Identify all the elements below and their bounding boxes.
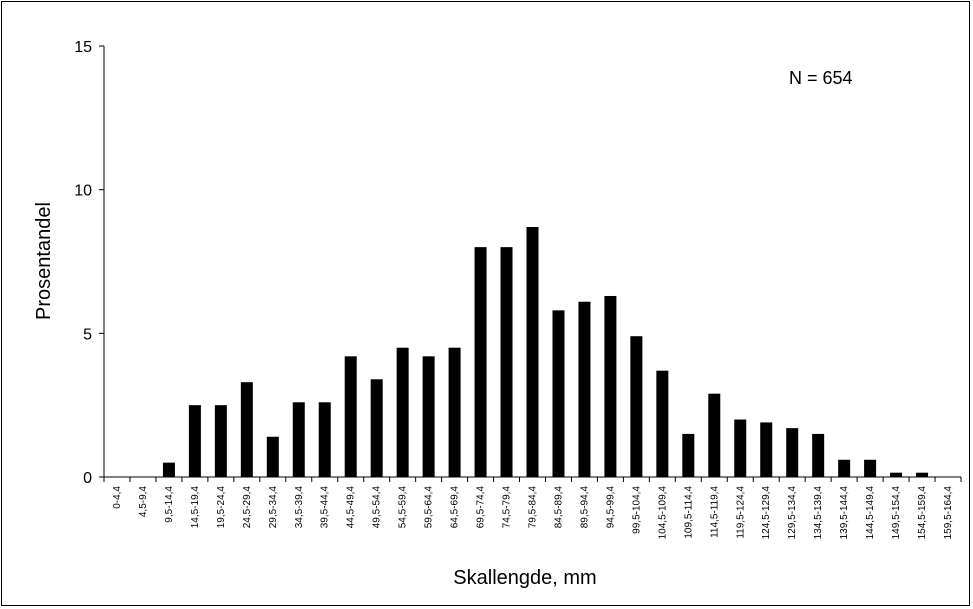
- bar: [786, 428, 799, 477]
- x-tick-label: 114,5-119,4: [709, 486, 720, 538]
- y-axis: 0 5 10 15: [74, 39, 105, 487]
- bar: [448, 347, 461, 477]
- bar: [474, 247, 487, 477]
- bar: [396, 347, 409, 477]
- x-tick-label: 29,5-34,4: [268, 486, 279, 529]
- x-tick-label: 139,5-144,4: [839, 486, 850, 540]
- bar: [188, 405, 201, 477]
- bar: [734, 419, 747, 477]
- x-tick-label: 79,5-84,4: [528, 486, 539, 529]
- x-tick-label: 44,5-49,4: [346, 486, 357, 529]
- x-tick-label: 89,5-94,4: [579, 486, 590, 529]
- bar: [266, 436, 279, 477]
- bar: [890, 472, 903, 477]
- x-tick-label: 104,5-109,4: [657, 486, 668, 540]
- x-tick-label: 94,5-99,4: [605, 486, 616, 529]
- bar: [682, 433, 695, 477]
- x-tick-label: 99,5-104,4: [631, 486, 642, 534]
- x-tick-label: 159,5-164,4: [943, 486, 954, 540]
- bar: [578, 301, 591, 477]
- x-tick-label: 144,5-149,4: [865, 486, 876, 540]
- bar: [422, 356, 435, 477]
- bar: [240, 382, 253, 477]
- bar: [370, 379, 383, 477]
- bar: [864, 459, 877, 477]
- x-tick-label: 129,5-134,4: [787, 486, 798, 540]
- x-tick-label: 4,5-9,4: [138, 486, 149, 518]
- x-tick-label: 14,5-19,4: [190, 486, 201, 529]
- bar: [604, 295, 617, 477]
- y-tick-label: 5: [83, 326, 92, 343]
- x-tick-label: 84,5-89,4: [553, 486, 564, 529]
- x-tick-label: 24,5-29,4: [242, 486, 253, 529]
- bar: [500, 247, 513, 477]
- x-tick-label: 154,5-159,4: [917, 486, 928, 540]
- sample-size-annotation: N = 654: [789, 68, 853, 88]
- bar: [162, 462, 175, 477]
- x-tick-label: 54,5-59,4: [398, 486, 409, 529]
- x-tick-label: 74,5-79,4: [502, 486, 513, 529]
- x-tick-label: 34,5-39,4: [294, 486, 305, 529]
- x-tick-label: 49,5-54,4: [372, 486, 383, 529]
- x-tick-label: 119,5-124,4: [735, 486, 746, 539]
- x-tick-label: 109,5-114,4: [683, 486, 694, 539]
- bar: [656, 370, 669, 477]
- x-tick-label: 149,5-154,4: [891, 486, 902, 540]
- bar: [552, 310, 565, 477]
- bar: [292, 402, 305, 477]
- y-tick-label: 10: [74, 183, 92, 200]
- x-axis: 0-4,4 4,5-9,4 9,5-14,4 14,5-19,4 19,5-24,4 24…: [103, 476, 962, 540]
- bar: [344, 356, 357, 477]
- bar: [916, 472, 929, 477]
- bar: [526, 227, 539, 477]
- x-tick-label: 59,5-64,4: [424, 486, 435, 529]
- x-tick-label: 19,5-24,4: [216, 486, 227, 529]
- x-tick-label: 134,5-139,4: [813, 486, 824, 540]
- x-axis-title: Skallengde, mm: [453, 567, 596, 589]
- bar: [630, 336, 643, 477]
- x-tick-label: 124,5-129,4: [761, 486, 772, 540]
- bar: [214, 405, 227, 477]
- x-tick-label: 69,5-74,4: [476, 486, 487, 529]
- bar: [318, 402, 331, 477]
- bars: [162, 227, 929, 477]
- y-tick-label: 15: [74, 39, 92, 56]
- bar: [708, 393, 721, 477]
- y-axis-title: Prosentandel: [33, 202, 55, 320]
- bar: [838, 459, 851, 477]
- y-tick-label: 0: [83, 470, 92, 487]
- x-tick-label: 64,5-69,4: [450, 486, 461, 529]
- x-tick-label: 39,5-44,4: [320, 486, 331, 529]
- bar: [760, 422, 773, 477]
- bar: [812, 433, 825, 477]
- x-tick-label: 9,5-14,4: [164, 486, 175, 523]
- x-tick-label: 0-4,4: [112, 486, 123, 509]
